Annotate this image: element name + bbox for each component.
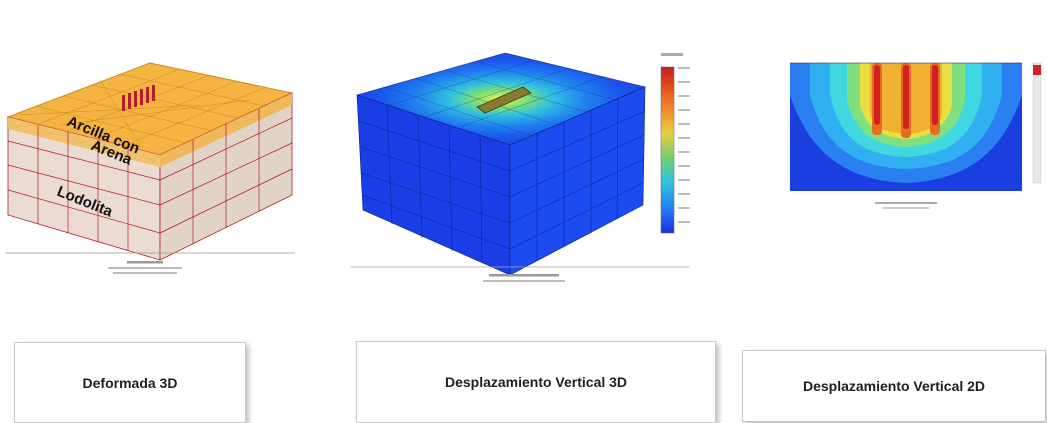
legend-line (875, 202, 937, 204)
color-scale-top-swatch (1033, 65, 1041, 75)
pile-cores (874, 65, 938, 129)
color-scale-tick-labels (678, 67, 690, 223)
side-mesh-lines (7, 109, 293, 251)
caption-vertical-displacement-2d: Desplazamiento Vertical 2D (742, 350, 1046, 422)
displacement-right-face (509, 86, 646, 276)
caption-vertical-displacement-3d-label: Desplazamiento Vertical 3D (444, 374, 628, 390)
color-scale-bar (660, 66, 675, 234)
pile-group (476, 86, 532, 114)
vertical-displacement-2d-svg (775, 55, 1047, 215)
vertical-displacement-3d-svg (350, 52, 690, 282)
legend-line (113, 272, 177, 274)
deformed-mesh-3d-figure: Arcilla con Arena Lodolita (0, 45, 300, 285)
clay-side-band-left (8, 117, 160, 167)
legend-line (883, 207, 929, 209)
color-scale-unit-mark (661, 53, 683, 56)
vertical-displacement-3d-figure (345, 45, 695, 293)
caption-deformed-3d-label: Deformada 3D (82, 374, 178, 391)
legend-line (489, 274, 559, 277)
legend-line (108, 267, 182, 269)
pile-cluster (122, 85, 155, 111)
legend-line (127, 261, 163, 264)
caption-deformed-3d: Deformada 3D (14, 342, 246, 423)
caption-vertical-displacement-2d-label: Desplazamiento Vertical 2D (802, 378, 986, 394)
deformed-mesh-3d-svg: Arcilla con Arena Lodolita (5, 62, 295, 274)
side-mesh-lines (358, 98, 646, 264)
color-scale-bar (1032, 62, 1042, 184)
caption-vertical-displacement-3d: Desplazamiento Vertical 3D (356, 341, 716, 423)
vertical-displacement-2d-figure (775, 55, 1047, 215)
legend-line (483, 280, 565, 282)
top-mesh-lines (19, 69, 265, 147)
